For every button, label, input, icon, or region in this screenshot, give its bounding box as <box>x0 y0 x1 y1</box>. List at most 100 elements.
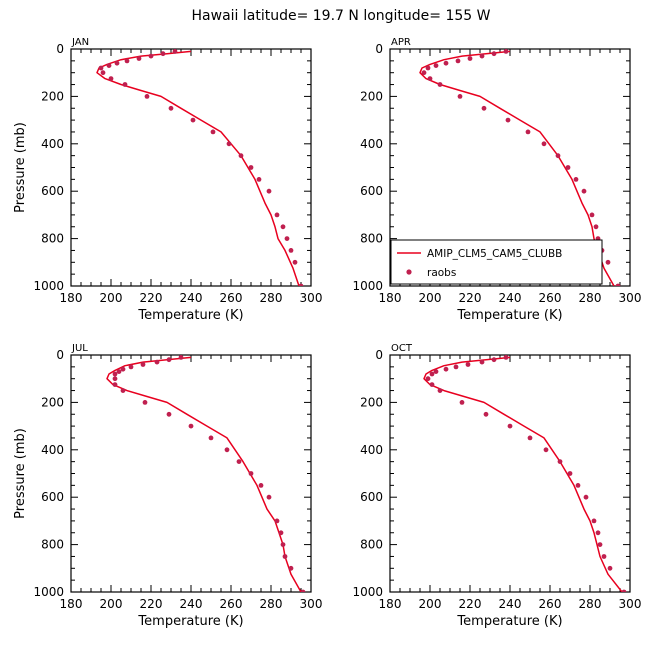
obs-point <box>300 589 306 592</box>
obs-point <box>120 388 126 393</box>
obs-point <box>479 359 485 365</box>
obs-point <box>491 51 497 57</box>
obs-point <box>425 376 431 382</box>
x-tick-label: 200 <box>419 597 442 611</box>
obs-point <box>467 56 473 61</box>
obs-point <box>124 58 130 64</box>
y-tick-label: 200 <box>41 395 64 409</box>
obs-point <box>427 76 433 81</box>
obs-point <box>284 236 290 242</box>
obs-point <box>425 65 431 71</box>
ticks <box>389 354 631 593</box>
x-tick-label: 220 <box>140 597 163 611</box>
obs-point <box>437 388 443 393</box>
y-tick-label: 800 <box>360 232 383 246</box>
y-tick-label: 400 <box>360 443 383 457</box>
obs-point <box>226 141 232 147</box>
obs-point <box>112 371 118 377</box>
legend-model-label: AMIP_CLM5_CAM5_CLUBB <box>427 248 562 260</box>
x-tick-label: 260 <box>539 597 562 611</box>
y-tick-label: 0 <box>56 348 64 362</box>
obs-point <box>120 366 126 372</box>
plot-frame <box>389 354 631 593</box>
obs-point <box>168 105 174 111</box>
obs-point <box>112 376 118 382</box>
x-tick-label: 260 <box>220 291 243 305</box>
obs-point <box>465 362 471 367</box>
y-tick-label: 800 <box>41 232 64 246</box>
obs-point <box>541 141 547 147</box>
legend-point-swatch <box>406 269 412 275</box>
x-axis-title: Temperature (K) <box>137 308 243 323</box>
model-series-line <box>419 50 615 286</box>
x-axis-title: Temperature (K) <box>456 614 562 629</box>
series-group <box>423 355 627 592</box>
x-tick-label: 300 <box>619 597 642 611</box>
obs-point <box>282 554 288 559</box>
panels: 180 200 220 240 260 280 300 0 200 400 600 800 1000 Te… <box>13 37 641 629</box>
ticks <box>70 48 312 287</box>
obs-point <box>595 530 601 536</box>
obs-point <box>278 530 284 536</box>
obs-point <box>421 70 427 76</box>
panel-title: OCT <box>391 343 413 354</box>
obs-point <box>266 188 272 194</box>
y-axis-title: Pressure (mb) <box>13 122 28 213</box>
obs-point <box>437 82 443 87</box>
x-tick-label: 180 <box>60 597 83 611</box>
obs-point <box>455 58 461 64</box>
obs-point <box>122 82 128 87</box>
x-axis-title: Temperature (K) <box>137 614 243 629</box>
obs-point <box>433 369 439 374</box>
obs-point <box>190 117 196 123</box>
x-tick-label: 280 <box>260 597 283 611</box>
main-title: Hawaii latitude= 19.7 N longitude= 155 W <box>192 8 491 24</box>
panel-title: JAN <box>71 37 89 48</box>
obs-point <box>100 70 106 76</box>
obs-point <box>575 483 581 488</box>
model-series-line <box>106 356 302 592</box>
obs-point <box>607 565 613 571</box>
panel-1: 180 200 220 240 260 280 300 0 200 400 600 800 1000 Te… <box>352 37 641 323</box>
y-tick-label: 200 <box>41 89 64 103</box>
x-tick-label: 260 <box>539 291 562 305</box>
obs-point <box>429 382 435 387</box>
obs-point <box>433 63 439 68</box>
obs-point <box>505 117 511 123</box>
obs-point <box>288 565 294 571</box>
panel-2: 180 200 220 240 260 280 300 0 200 400 600 800 1000 Te… <box>13 343 322 629</box>
y-tick-label: 600 <box>41 490 64 504</box>
series-group <box>106 355 306 592</box>
y-tick-label: 1000 <box>352 279 383 293</box>
obs-point <box>481 105 487 111</box>
obs-point <box>591 518 597 524</box>
x-tick-label: 220 <box>459 597 482 611</box>
model-series-line <box>96 50 300 286</box>
x-tick-label: 300 <box>300 291 323 305</box>
y-axis-title: Pressure (mb) <box>13 428 28 519</box>
panel-title: APR <box>391 37 411 48</box>
obs-point <box>280 542 286 547</box>
panel-title: JUL <box>71 343 88 354</box>
x-tick-label: 300 <box>619 291 642 305</box>
obs-point <box>148 53 154 59</box>
obs-point <box>601 554 607 559</box>
x-tick-label: 180 <box>379 291 402 305</box>
y-tick-label: 1000 <box>352 585 383 599</box>
x-tick-label: 240 <box>180 597 203 611</box>
y-tick-label: 0 <box>56 42 64 56</box>
obs-point <box>597 542 603 547</box>
ticks <box>70 354 312 593</box>
series-group <box>96 49 304 286</box>
obs-point <box>224 447 230 453</box>
obs-point <box>503 49 509 54</box>
obs-point <box>112 382 118 387</box>
x-tick-label: 260 <box>220 597 243 611</box>
x-tick-label: 280 <box>579 597 602 611</box>
obs-point <box>583 494 589 500</box>
y-tick-label: 0 <box>375 42 383 56</box>
obs-point <box>483 411 489 417</box>
obs-point <box>178 355 184 360</box>
x-tick-label: 300 <box>300 597 323 611</box>
